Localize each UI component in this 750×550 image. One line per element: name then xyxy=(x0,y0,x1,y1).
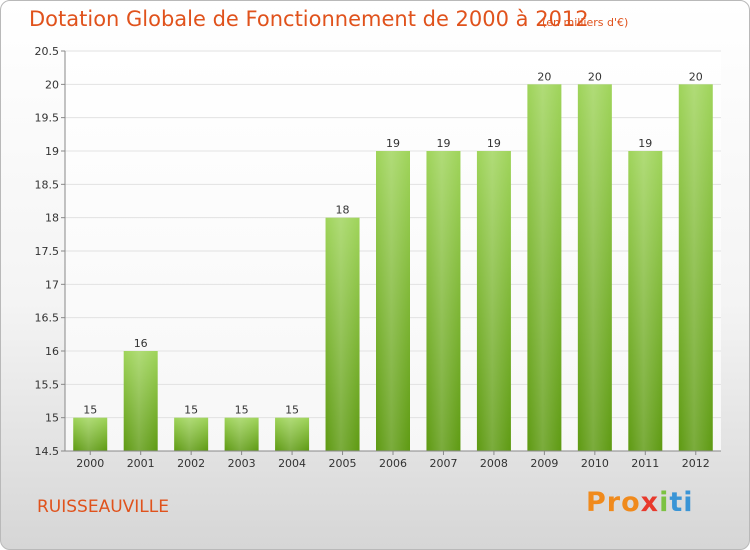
data-label: 19 xyxy=(386,137,400,150)
x-tick-label: 2011 xyxy=(631,457,659,470)
bar-highlight xyxy=(224,417,259,451)
bar-highlight xyxy=(174,417,209,451)
data-label: 20 xyxy=(689,70,703,83)
x-tick-label: 2000 xyxy=(76,457,104,470)
data-label: 15 xyxy=(83,404,97,417)
y-tick-label: 16 xyxy=(45,345,59,358)
y-tick-label: 15.5 xyxy=(35,378,60,391)
y-tick-label: 20.5 xyxy=(35,45,60,58)
bar-highlight xyxy=(275,417,310,451)
data-label: 19 xyxy=(436,137,450,150)
y-tick-label: 19.5 xyxy=(35,112,60,125)
y-tick-label: 17.5 xyxy=(35,245,60,258)
bar-highlight xyxy=(123,351,158,451)
data-label: 15 xyxy=(235,404,249,417)
bar-highlight xyxy=(628,151,663,451)
x-tick-label: 2006 xyxy=(379,457,407,470)
bar-highlight xyxy=(73,417,108,451)
data-label: 18 xyxy=(336,204,350,217)
x-tick-label: 2001 xyxy=(127,457,155,470)
x-tick-label: 2003 xyxy=(228,457,256,470)
y-tick-label: 15 xyxy=(45,412,59,425)
proxiti-logo[interactable]: Proxiti xyxy=(586,487,694,518)
x-tick-label: 2010 xyxy=(581,457,609,470)
logo-part: i xyxy=(659,487,670,518)
x-tick-label: 2012 xyxy=(682,457,710,470)
x-tick-label: 2004 xyxy=(278,457,306,470)
data-label: 16 xyxy=(134,337,148,350)
bars: 15 16 15 15 15 18 19 19 19 20 20 19 20 xyxy=(73,70,713,451)
bar-highlight xyxy=(577,84,612,451)
data-label: 20 xyxy=(537,70,551,83)
x-tick-label: 2008 xyxy=(480,457,508,470)
bar-highlight xyxy=(476,151,511,451)
x-tick-label: 2007 xyxy=(429,457,457,470)
bar-highlight xyxy=(527,84,562,451)
y-tick-label: 20 xyxy=(45,78,59,91)
bar-highlight xyxy=(376,151,410,451)
x-tick-label: 2005 xyxy=(329,457,357,470)
y-tick-label: 18.5 xyxy=(35,178,60,191)
y-tick-label: 17 xyxy=(45,278,59,291)
data-label: 20 xyxy=(588,70,602,83)
town-name: RUISSEAUVILLE xyxy=(37,497,169,517)
axes: 14.5 15 15.5 16 16.5 17 17.5 18 18.5 19 19.5 20 20.5… xyxy=(35,45,721,470)
data-label: 15 xyxy=(285,404,299,417)
data-label: 15 xyxy=(184,404,198,417)
bar-highlight xyxy=(325,217,360,451)
logo-part: x xyxy=(640,487,660,518)
y-tick-label: 14.5 xyxy=(35,445,60,458)
data-label: 19 xyxy=(487,137,501,150)
bar-highlight xyxy=(678,84,713,451)
x-tick-label: 2002 xyxy=(177,457,205,470)
bar-highlight xyxy=(426,151,461,451)
logo-part: Pro xyxy=(586,487,641,518)
data-label: 19 xyxy=(638,137,652,150)
chart-subtitle: (en milliers d'€) xyxy=(542,16,629,29)
chart-title: Dotation Globale de Fonctionnement de 20… xyxy=(29,7,589,31)
logo-part: ti xyxy=(669,487,694,518)
y-tick-label: 18 xyxy=(45,212,59,225)
x-tick-label: 2009 xyxy=(530,457,558,470)
y-tick-label: 16.5 xyxy=(35,312,60,325)
y-tick-label: 19 xyxy=(45,145,59,158)
